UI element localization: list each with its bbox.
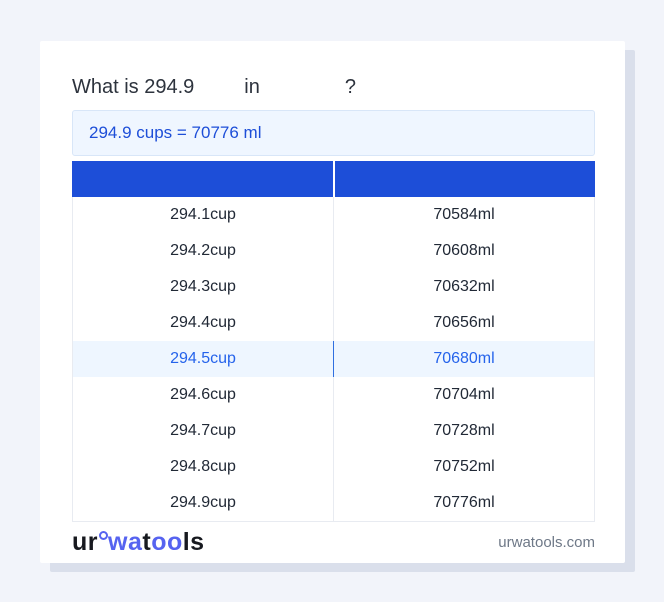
ml-value: 70584ml [433,206,495,223]
question-title: What is 294.9 in? [72,73,595,101]
logo-ring-icon [99,531,108,540]
table-header-row [72,161,595,197]
question-title-connector: in [244,76,260,98]
logo-text-t: t [142,528,152,556]
question-title-prefix: What is 294.9 [72,76,195,98]
card-footer: ur watools urwatools.com [72,522,595,563]
cup-value: 294.6cup [73,377,334,413]
cup-value: 294.8cup [73,449,334,485]
ml-value: 70776ml [433,494,495,511]
cup-value: 294.2cup [73,233,334,269]
logo-text-oo: oo [151,528,183,556]
urwatools-logo[interactable]: ur watools [72,530,205,555]
conversion-result-text: 294.9 cups = 70776 ml [89,123,262,142]
ml-value: 70656ml [433,314,495,331]
logo-text-ur: ur [72,528,98,556]
converter-card: What is 294.9 in? 294.9 cups = 70776 ml 2… [40,41,625,563]
table-row[interactable]: 294.7cup 70728ml [73,413,594,449]
table-row[interactable]: 294.6cup 70704ml [73,377,594,413]
table-header-ml-column [335,161,596,197]
table-row[interactable]: 294.1cup 70584ml [73,197,594,233]
table-body: 294.1cup 70584ml 294.2cup 70608ml 294.3c… [72,197,595,522]
table-row[interactable]: 294.8cup 70752ml [73,449,594,485]
ml-value: 70680ml [433,350,495,367]
table-row[interactable]: 294.4cup 70656ml [73,305,594,341]
table-header-cup-column [72,161,335,197]
logo-text-wa: wa [108,528,143,556]
table-row[interactable]: 294.2cup 70608ml [73,233,594,269]
cup-value: 294.5cup [73,341,334,377]
conversion-result-box: 294.9 cups = 70776 ml [72,110,595,156]
cup-value: 294.7cup [73,413,334,449]
cup-value: 294.9cup [73,485,334,521]
ml-value: 70632ml [433,278,495,295]
ml-value: 70728ml [433,422,495,439]
conversion-table: 294.1cup 70584ml 294.2cup 70608ml 294.3c… [72,161,595,522]
ml-value: 70704ml [433,386,495,403]
question-mark: ? [344,76,356,98]
ml-value: 70752ml [433,458,495,475]
table-row[interactable]: 294.3cup 70632ml [73,269,594,305]
table-row-highlighted[interactable]: 294.5cup 70680ml [73,341,594,377]
cup-value: 294.4cup [73,305,334,341]
logo-text-ls: ls [182,528,205,556]
table-row[interactable]: 294.9cup 70776ml [73,485,594,521]
cup-value: 294.1cup [73,197,334,233]
ml-value: 70608ml [433,242,495,259]
site-domain: urwatools.com [498,534,595,551]
cup-value: 294.3cup [73,269,334,305]
